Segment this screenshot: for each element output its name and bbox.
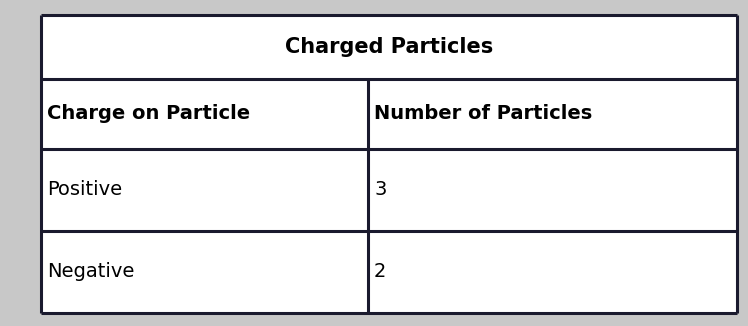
Text: 3: 3 [374, 180, 387, 200]
Text: Charge on Particle: Charge on Particle [47, 104, 251, 123]
Text: Negative: Negative [47, 262, 135, 281]
Text: 2: 2 [374, 262, 387, 281]
Text: Charged Particles: Charged Particles [285, 37, 493, 57]
Text: Number of Particles: Number of Particles [374, 104, 592, 123]
Text: Positive: Positive [47, 180, 122, 200]
